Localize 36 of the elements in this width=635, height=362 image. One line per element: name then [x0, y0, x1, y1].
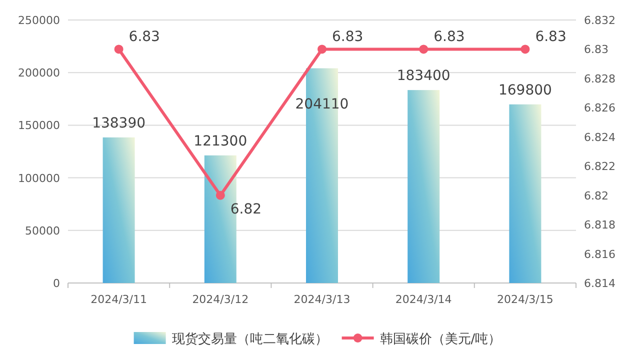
data-label: 121300 — [194, 133, 248, 150]
y2-tick-label: 6.816 — [584, 248, 616, 261]
y-tick-label: 50000 — [25, 224, 60, 238]
legend-label: 现货交易量（吨二氧化碳） — [172, 331, 328, 347]
bar — [509, 104, 542, 283]
bar — [102, 137, 135, 283]
data-label: 204110 — [295, 96, 349, 112]
bar — [408, 90, 440, 283]
data-label: 6.83 — [332, 29, 364, 46]
y-tick-label: 200000 — [18, 66, 60, 80]
y-tick-label: 100000 — [18, 172, 60, 185]
y2-tick-label: 6.818 — [584, 218, 616, 232]
data-label: 169800 — [498, 82, 552, 98]
y2-tick-label: 6.82 — [584, 189, 608, 202]
data-label: 183400 — [396, 68, 450, 84]
x-tick-label: 2024/3/14 — [395, 293, 452, 306]
legend-label: 韩国碳价（美元/吨） — [380, 331, 502, 347]
y2-tick-label: 6.828 — [584, 72, 616, 86]
y2-tick-label: 6.826 — [584, 102, 616, 115]
x-tick-label: 2024/3/12 — [192, 293, 249, 306]
y2-tick-label: 6.832 — [584, 14, 616, 27]
data-label: 6.83 — [434, 29, 465, 46]
x-tick-label: 2024/3/15 — [496, 293, 554, 306]
y-tick-label: 0 — [53, 277, 60, 290]
y2-tick-label: 6.822 — [584, 160, 616, 174]
x-tick-label: 2024/3/13 — [294, 293, 350, 306]
data-label: 6.83 — [128, 29, 160, 46]
y-tick-label: 250000 — [18, 14, 60, 27]
y2-tick-label: 6.814 — [584, 277, 616, 290]
data-label: 6.82 — [230, 201, 262, 218]
y-tick-label: 150000 — [18, 119, 60, 132]
data-label: 138390 — [92, 115, 146, 132]
x-tick-label: 2024/3/11 — [90, 293, 148, 306]
y2-tick-label: 6.824 — [584, 130, 616, 144]
y2-tick-label: 6.83 — [584, 43, 608, 56]
data-label: 6.83 — [535, 29, 566, 46]
